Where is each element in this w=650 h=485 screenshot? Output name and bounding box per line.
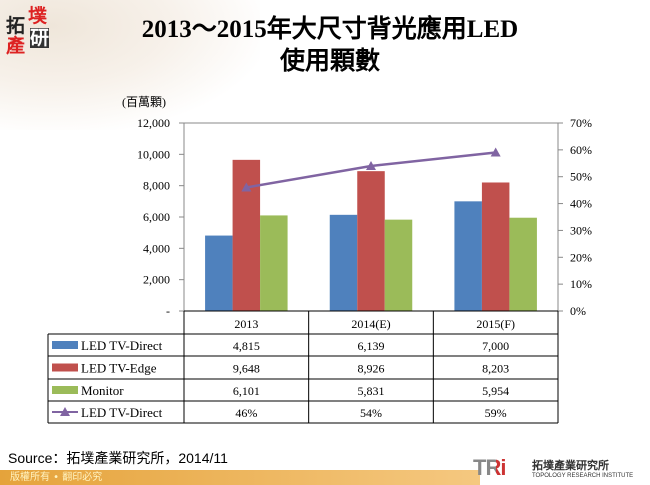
legend-label: Monitor [81,383,124,398]
triangle-marker [490,147,501,157]
y2-tick-label: 70% [570,116,592,130]
legend-label: LED TV-Direct [81,338,163,353]
y-tick-label: - [166,304,170,318]
source-note: Source：拓墣產業研究所，2014/11 [8,450,228,466]
category-label: 2015(F) [476,317,515,331]
legend-key [52,341,78,349]
title-line-2: 使用顆數 [279,48,380,75]
y2-tick-label: 30% [570,223,592,237]
bar-led-tv-edge [357,171,385,311]
data-cell: 54% [360,406,382,420]
data-cell: 8,203 [482,362,509,376]
data-cell: 7,000 [482,339,509,353]
legend-label: LED TV-Edge [81,361,157,376]
y-tick-label: 2,000 [143,273,170,287]
y2-tick-label: 40% [570,197,592,211]
data-cell: 6,101 [233,384,260,398]
bar-led-tv-direct [454,201,482,311]
bar-monitor [260,215,288,311]
data-cell: 59% [485,406,507,420]
legend-key [52,363,78,372]
data-cell: 4,815 [233,339,260,353]
bar-led-tv-direct [329,214,358,311]
triangle-marker [241,182,252,192]
y2-tick-label: 60% [570,143,592,157]
y2-tick-label: 50% [570,170,592,184]
bar-led-tv-edge [481,182,510,311]
data-cell: 46% [235,406,257,420]
category-label: 2013 [234,317,258,331]
tri-brand-logo: TRi 拓墣產業研究所 TOPOLOGY RESEARCH INSTITUTE [470,455,650,483]
data-cell: 6,139 [358,339,385,353]
y2-tick-label: 20% [570,250,592,264]
y-tick-label: 6,000 [143,210,170,224]
y2-tick-label: 10% [570,277,592,291]
brand-name-en: TOPOLOGY RESEARCH INSTITUTE [532,473,634,479]
data-cell: 5,954 [482,384,509,398]
y-tick-label: 12,000 [137,116,170,130]
data-cell: 8,926 [358,362,385,376]
y2-tick-label: 0% [570,304,586,318]
legend-key-marker [60,407,70,416]
data-cell: 9,648 [233,362,260,376]
y-tick-label: 8,000 [143,179,170,193]
y-axis-unit: (百萬顆) [122,95,166,109]
logo: 拓 墣 產 研 [6,5,50,57]
data-cell: 5,831 [358,384,385,398]
title-line-1: 2013～2015年大尺寸背光應用LED [141,16,519,43]
bar-monitor [384,219,413,311]
brand-mark: TRi [473,455,506,480]
y-tick-label: 4,000 [143,241,170,255]
background-map [0,0,260,130]
legend-label: LED TV-Direct [81,405,163,420]
legend-key [52,386,78,394]
brand-name-cn: 拓墣產業研究所 [532,459,609,472]
bar-monitor [509,217,537,311]
copyright-footer: 版權所有 • 翻印必究 [0,470,480,485]
triangle-marker [366,160,376,170]
y-tick-label: 10,000 [137,147,170,161]
chart-title: 2013～2015年大尺寸背光應用LED 使用顆數 [90,14,570,78]
bar-led-tv-direct [205,235,233,311]
category-label: 2014(E) [351,317,390,331]
